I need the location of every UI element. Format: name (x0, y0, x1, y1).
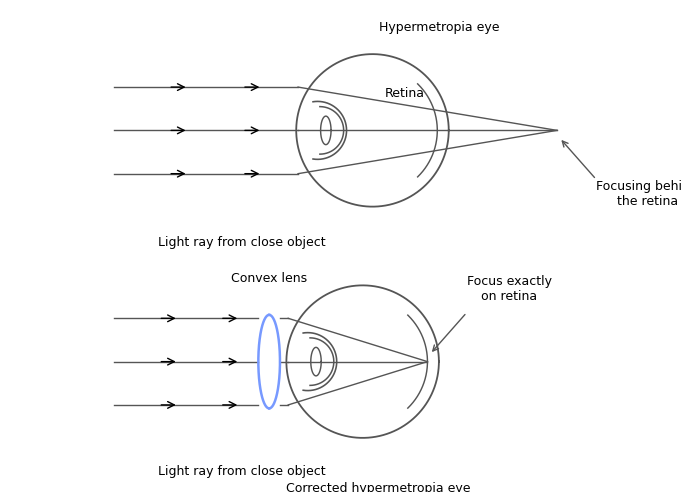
Text: Focusing behind
the retina: Focusing behind the retina (597, 180, 681, 208)
Text: Retina: Retina (385, 87, 425, 100)
Text: Light ray from close object: Light ray from close object (159, 465, 326, 478)
Text: Corrected hypermetropia eye: Corrected hypermetropia eye (285, 482, 470, 492)
Text: Convex lens: Convex lens (231, 273, 307, 285)
Text: Light ray from close object: Light ray from close object (159, 236, 326, 249)
Text: Focus exactly
on retina: Focus exactly on retina (466, 275, 552, 303)
Text: Hypermetropia eye: Hypermetropia eye (379, 22, 499, 34)
